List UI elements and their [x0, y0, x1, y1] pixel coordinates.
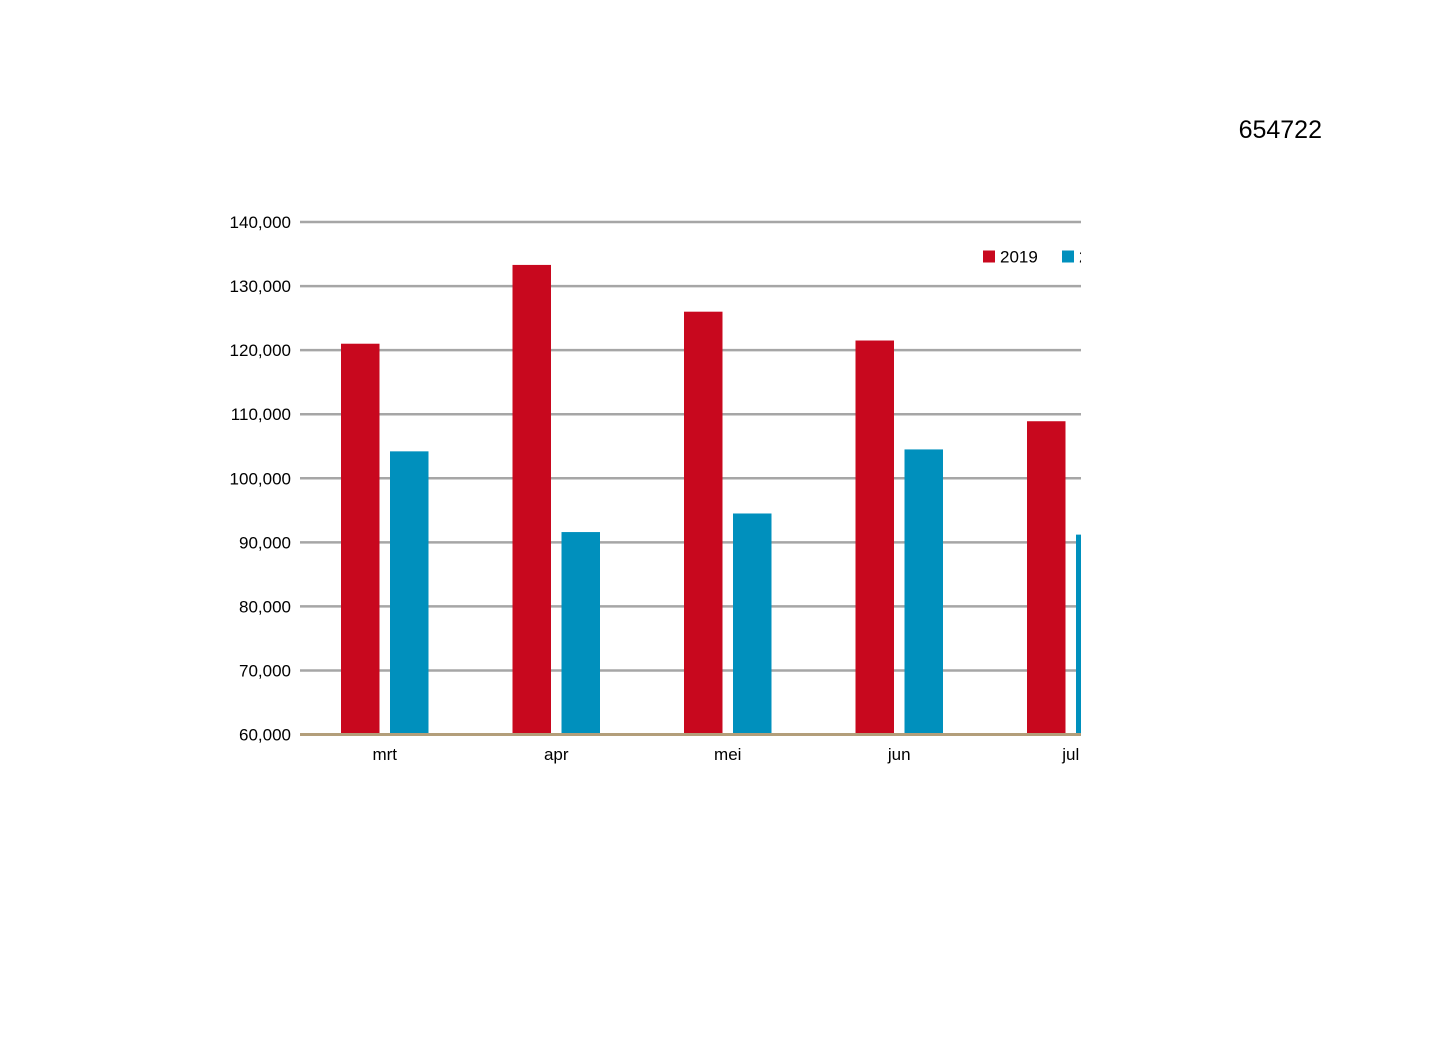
legend-label: 2019: [1000, 248, 1038, 267]
y-axis: 60,000 70,000 80,000 90,000 100,000 110,000 12…: [230, 213, 291, 745]
legend-swatch-2: [1062, 250, 1074, 263]
bars: [341, 264, 1081, 735]
bar-2019-jun: [855, 340, 894, 735]
bar-2019-jul: [1027, 421, 1066, 735]
y-tick-label: 90,000: [239, 533, 291, 552]
x-tick-label: mei: [714, 745, 741, 764]
legend-label: 2: [1079, 248, 1088, 267]
bar-2-mei: [733, 513, 772, 735]
x-tick-label: apr: [544, 745, 569, 764]
y-tick-label: 100,000: [230, 469, 291, 488]
bar-2019-mrt: [341, 343, 380, 735]
bar-2-jul: [1076, 534, 1081, 735]
x-tick-label: jul: [1061, 745, 1079, 764]
x-tick-label: jun: [887, 745, 911, 764]
y-tick-label: 110,000: [231, 405, 291, 424]
y-tick-label: 70,000: [239, 661, 291, 680]
x-tick-label: mrt: [372, 745, 397, 764]
bar-2-apr: [561, 532, 600, 735]
legend: 2019 2: [983, 248, 1088, 267]
bar-2019-mei: [684, 311, 723, 735]
y-tick-label: 140,000: [230, 213, 291, 232]
legend-swatch-2019: [983, 250, 995, 263]
x-axis: mrt apr mei jun jul: [372, 745, 1079, 764]
bar-2-jun: [904, 449, 943, 735]
corner-number: 654722: [1238, 116, 1322, 144]
y-tick-label: 80,000: [239, 597, 291, 616]
y-tick-label: 120,000: [230, 341, 291, 360]
bar-2-mrt: [390, 451, 429, 735]
y-tick-label: 60,000: [239, 726, 291, 745]
y-tick-label: 130,000: [230, 277, 291, 296]
bar-2019-apr: [512, 264, 551, 735]
